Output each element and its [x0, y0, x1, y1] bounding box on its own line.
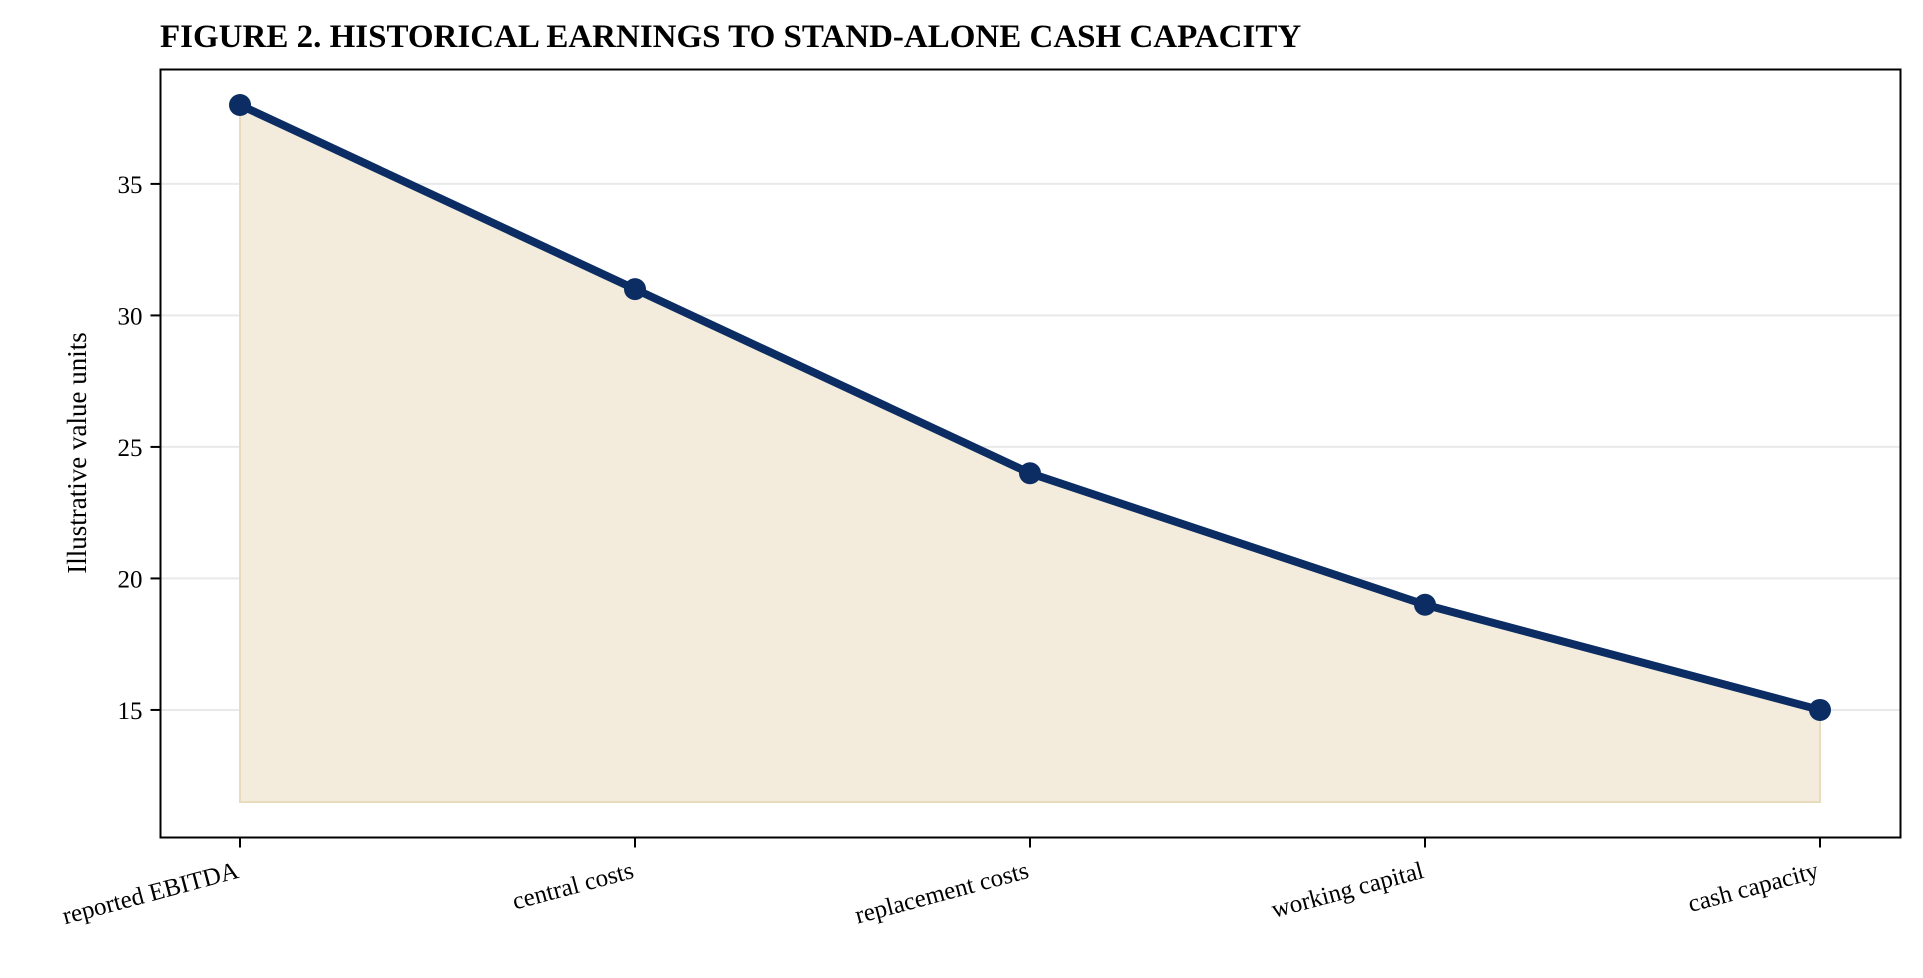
y-tick-label: 30: [118, 303, 143, 330]
y-axis: 15 20 25 30 35: [118, 172, 161, 725]
y-tick-label: 25: [118, 435, 143, 462]
data-points: [229, 94, 1831, 721]
data-point-marker: [229, 94, 251, 117]
data-point-marker: [1809, 698, 1831, 721]
x-tick-label: reported EBITDA: [60, 857, 242, 930]
data-point-marker: [1019, 462, 1041, 485]
y-tick-label: 20: [118, 566, 143, 593]
area-fill-layer: [239, 103, 1821, 803]
y-tick-label: 15: [118, 698, 143, 725]
y-tick-label: 35: [118, 172, 143, 199]
data-point-marker: [624, 278, 646, 301]
x-tick-label: working capital: [1269, 857, 1427, 924]
x-axis: reported EBITDA central costs replacement …: [60, 837, 1822, 930]
x-tick-label: central costs: [510, 857, 637, 915]
data-point-marker: [1414, 593, 1436, 616]
x-tick-label: replacement costs: [852, 857, 1031, 929]
chart-title: FIGURE 2. HISTORICAL EARNINGS TO STAND-A…: [160, 19, 1301, 55]
area-fill: [239, 103, 1821, 803]
x-tick-label: cash capacity: [1685, 857, 1822, 918]
y-axis-label: Illustrative value units: [62, 332, 92, 573]
